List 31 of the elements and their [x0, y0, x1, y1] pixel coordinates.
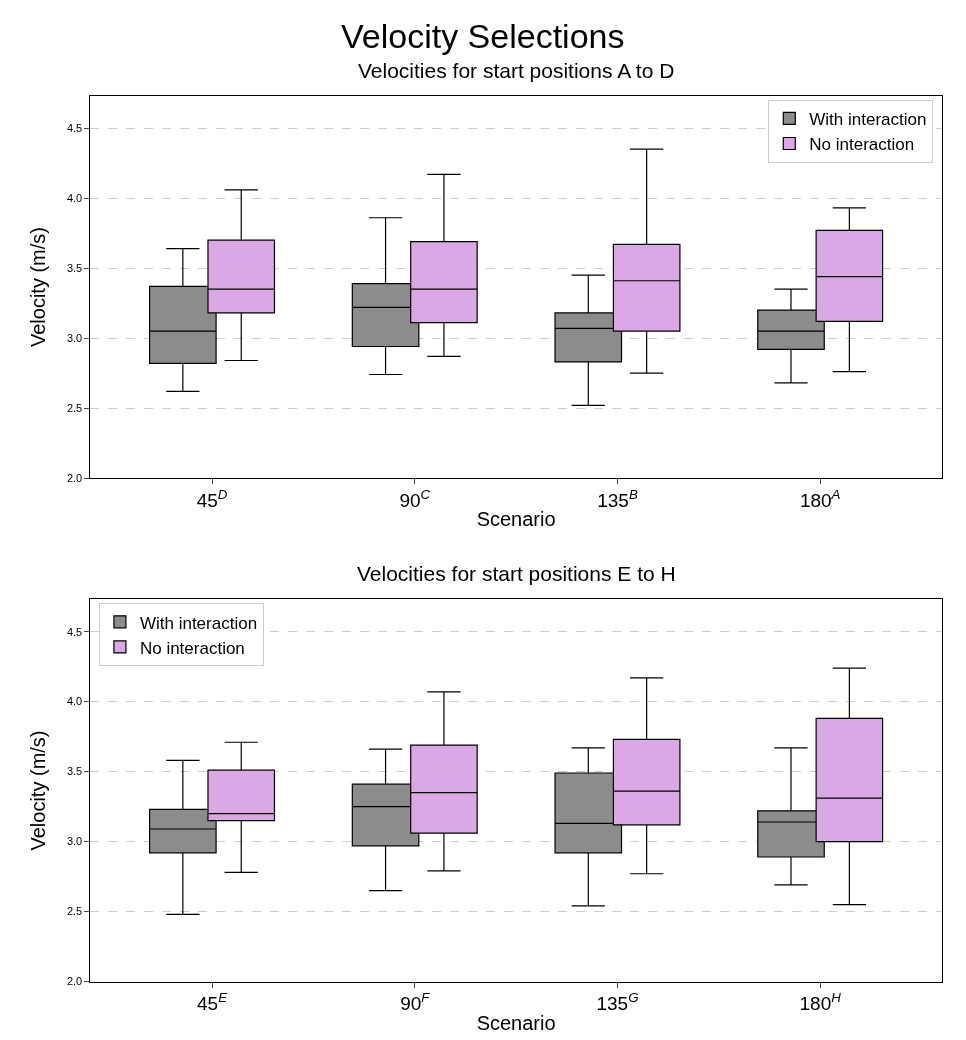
- y-tick-label: 2.0: [66, 975, 83, 988]
- x-axis-title: Scenario: [476, 1011, 556, 1034]
- y-tick-label: 4.5: [66, 625, 83, 638]
- x-tick-label: 45$^{E}$: [197, 990, 228, 1015]
- x-tick-label: 45$^{D}$: [196, 486, 228, 511]
- x-tick-label: 135$^{G}$: [596, 990, 639, 1015]
- y-tick-label: 3.5: [66, 261, 83, 274]
- legend-label: With interaction: [139, 613, 258, 633]
- chart-title: Velocities for start positions E to H: [357, 562, 676, 585]
- x-tick-label: 180$^{A}$: [799, 486, 841, 511]
- x-axis-title: Scenario: [476, 508, 556, 531]
- y-tick-label: 3.0: [66, 835, 83, 848]
- x-tick-label: 180$^{H}$: [799, 990, 842, 1015]
- y-tick-label: 2.5: [66, 401, 83, 414]
- y-tick-label: 4.5: [66, 122, 83, 135]
- text: Velocity Selections: [341, 17, 625, 55]
- x-tick-label: 135$^{B}$: [597, 486, 638, 511]
- chart-title: Velocities for start positions A to D: [358, 59, 675, 82]
- y-tick-label: 4.0: [66, 695, 83, 708]
- y-tick-label: 3.0: [66, 331, 83, 344]
- x-tick-label: 90$^{C}$: [399, 486, 431, 511]
- legend-label: With interaction: [809, 110, 927, 130]
- y-tick-label: 2.5: [66, 905, 83, 918]
- y-axis-title: Velocity (m/s): [27, 227, 50, 348]
- y-tick-label: 4.0: [66, 192, 83, 205]
- y-axis-title: Velocity (m/s): [27, 730, 50, 851]
- legend-label: No interaction: [139, 638, 245, 658]
- y-tick-label: 3.5: [66, 765, 83, 778]
- y-tick-label: 2.0: [66, 471, 83, 484]
- legend-label: No interaction: [809, 135, 915, 155]
- x-tick-label: 90$^{F}$: [400, 990, 431, 1015]
